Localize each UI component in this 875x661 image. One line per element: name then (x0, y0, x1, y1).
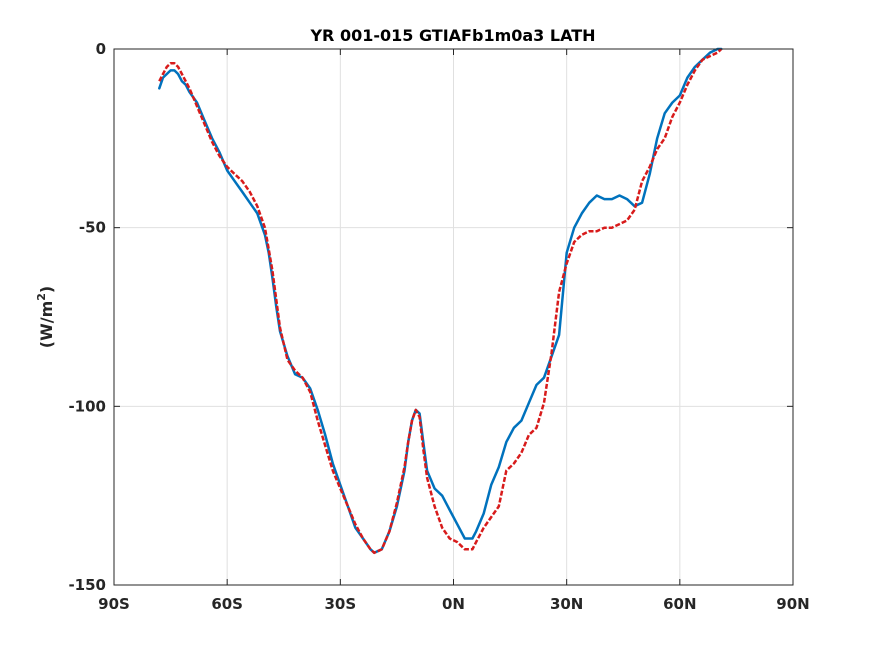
x-tick-label: 60S (211, 595, 243, 613)
y-axis-label-superscript: 2 (35, 293, 48, 301)
y-axis-label-suffix: ) (37, 286, 56, 293)
y-axis-label-main: (W/m (37, 301, 56, 348)
x-tick-label: 30S (324, 595, 356, 613)
x-tick-label: 30N (550, 595, 583, 613)
axis-ticks (113, 48, 794, 586)
grid-lines (114, 49, 793, 585)
series-line-2 (158, 48, 723, 555)
y-tick-label: -150 (68, 576, 106, 594)
chart-title: YR 001-015 GTIAFb1m0a3 LATH (309, 26, 595, 45)
x-tick-label: 60N (663, 595, 696, 613)
data-series (158, 47, 723, 555)
y-axis-tick-labels: 0 -50 -100 -150 (68, 40, 106, 594)
y-tick-label: 0 (96, 40, 106, 58)
x-tick-label: 90N (776, 595, 809, 613)
x-tick-label: 0N (442, 595, 465, 613)
x-tick-label: 90S (98, 595, 130, 613)
y-axis-label: (W/m2) (35, 286, 56, 348)
y-tick-label: -100 (68, 397, 106, 415)
y-tick-label: -50 (79, 219, 106, 237)
x-axis-tick-labels: 90S 60S 30S 0N 30N 60N 90N (98, 595, 810, 613)
